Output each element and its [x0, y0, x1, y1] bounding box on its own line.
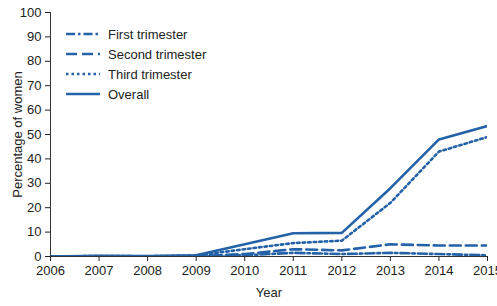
svg-text:80: 80: [27, 53, 41, 68]
svg-text:Year: Year: [256, 285, 283, 300]
svg-text:0: 0: [34, 249, 41, 264]
svg-text:Overall: Overall: [108, 87, 149, 102]
svg-text:Percentage of women: Percentage of women: [10, 71, 25, 197]
svg-text:2010: 2010: [230, 263, 259, 278]
svg-text:40: 40: [27, 151, 41, 166]
svg-text:2014: 2014: [424, 263, 453, 278]
svg-text:Third trimester: Third trimester: [108, 67, 192, 82]
svg-text:2015: 2015: [473, 263, 497, 278]
svg-text:50: 50: [27, 127, 41, 142]
svg-text:2011: 2011: [279, 263, 307, 278]
svg-text:20: 20: [27, 200, 41, 215]
svg-text:2006: 2006: [36, 263, 65, 278]
svg-text:2012: 2012: [327, 263, 356, 278]
svg-text:2007: 2007: [85, 263, 114, 278]
svg-text:30: 30: [27, 175, 41, 190]
svg-text:2008: 2008: [133, 263, 162, 278]
svg-text:2013: 2013: [376, 263, 405, 278]
svg-text:First trimester: First trimester: [108, 27, 188, 42]
svg-text:10: 10: [27, 224, 41, 239]
svg-text:90: 90: [27, 29, 41, 44]
svg-text:100: 100: [20, 5, 42, 20]
svg-text:70: 70: [27, 78, 41, 93]
svg-text:60: 60: [27, 102, 41, 117]
svg-text:2009: 2009: [182, 263, 211, 278]
svg-text:Second trimester: Second trimester: [108, 47, 207, 62]
